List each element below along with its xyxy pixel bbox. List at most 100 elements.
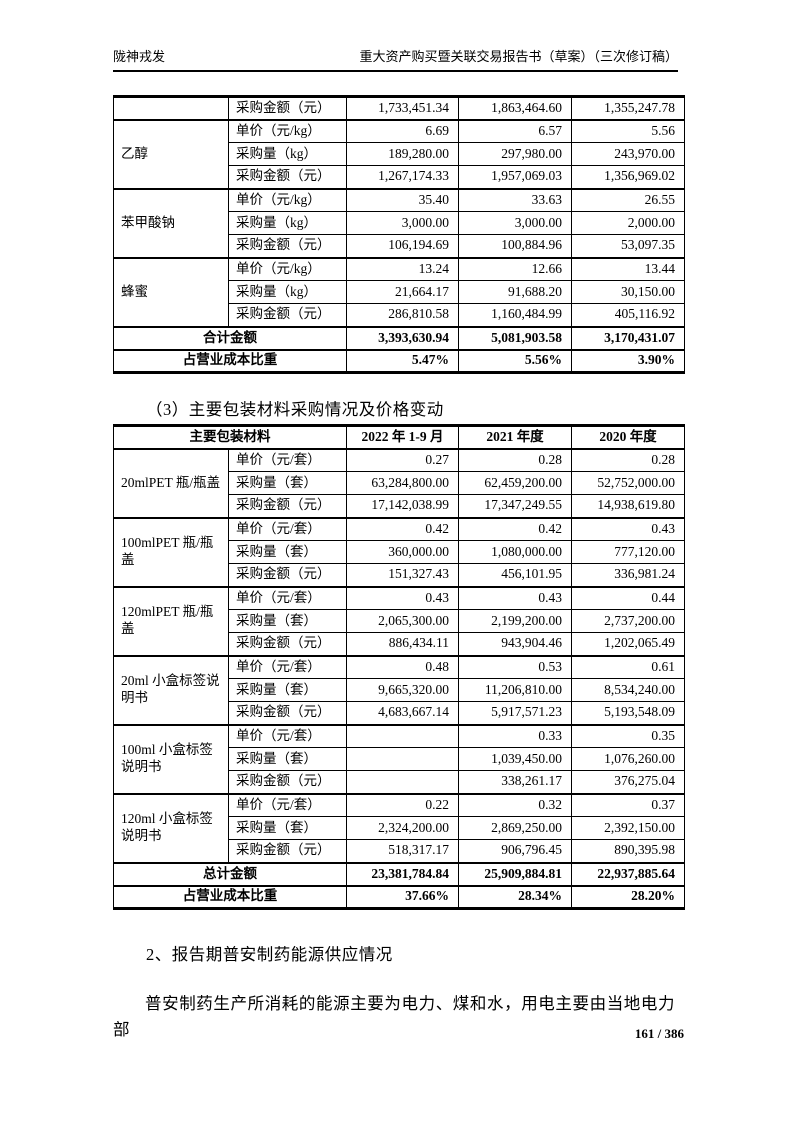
metric-label-cell: 采购量（套） — [228, 747, 347, 771]
material-cell: 苯甲酸钠 — [113, 187, 229, 258]
table-row: 采购金额（元） 17,142,038.99 17,347,249.55 14,938,… — [114, 494, 685, 518]
metric-label-cell: 采购金额（元） — [228, 234, 347, 258]
metric-label-cell: 采购量（套） — [228, 678, 347, 702]
table-total-row: 占营业成本比重 5.47% 5.56% 3.90% — [113, 348, 685, 373]
table-header-row: 主要包装材料 2022 年 1-9 月 2021 年度 2020 年度 — [113, 425, 685, 449]
value-cell: 0.22 — [346, 792, 459, 817]
value-cell: 338,261.17 — [458, 770, 572, 794]
table-row: 100ml 小盒标签说明书 单价（元/套） 0.33 0.35 — [113, 723, 685, 794]
value-cell: 906,796.45 — [458, 839, 572, 863]
metric-label-cell: 单价（元/套） — [228, 585, 347, 610]
table-total-row: 总计金额 23,381,784.84 25,909,884.81 22,937,885… — [113, 861, 685, 886]
material-cell: 20ml 小盒标签说明书 — [113, 654, 229, 725]
value-cell: 0.43 — [571, 516, 685, 541]
table-row: 蜂蜜 单价（元/kg） 13.24 12.66 13.44 — [113, 256, 685, 327]
value-cell: 456,101.95 — [458, 563, 572, 587]
section-heading: （3）主要包装材料采购情况及价格变动 — [146, 400, 444, 419]
table-total-row: 合计金额 3,393,630.94 5,081,903.58 3,170,431.07 — [113, 325, 685, 350]
table-row: 采购金额（元） 286,810.58 1,160,484.99 405,116.92 — [114, 303, 685, 327]
total-value-cell: 28.20% — [571, 884, 685, 909]
metric-label-cell: 采购量（kg） — [228, 142, 347, 166]
metric-label-cell: 采购量（kg） — [228, 211, 347, 235]
value-cell: 0.28 — [571, 447, 685, 472]
value-cell: 0.53 — [458, 654, 572, 679]
metric-label-cell: 单价（元/套） — [228, 792, 347, 817]
value-cell: 12.66 — [458, 256, 572, 281]
metric-label-cell: 单价（元/套） — [228, 516, 347, 541]
metric-label-cell: 采购金额（元） — [228, 165, 347, 189]
table-row: 120mlPET 瓶/瓶盖 单价（元/套） 0.43 0.43 0.44 — [113, 585, 685, 656]
value-cell: 2,199,200.00 — [458, 609, 572, 633]
total-label-cell: 占营业成本比重 — [113, 884, 347, 909]
value-cell: 189,280.00 — [346, 142, 459, 166]
value-cell: 17,347,249.55 — [458, 494, 572, 518]
table-row: 采购金额（元） 106,194.69 100,884.96 53,097.35 — [114, 234, 685, 258]
value-cell: 0.42 — [346, 516, 459, 541]
metric-label-cell: 采购金额（元） — [228, 839, 347, 863]
metric-label-cell: 采购量（套） — [228, 609, 347, 633]
value-cell: 13.24 — [346, 256, 459, 281]
value-cell — [346, 723, 459, 748]
value-cell: 5,193,548.09 — [571, 701, 685, 725]
total-value-cell: 5.56% — [458, 348, 572, 373]
packaging-materials-purchase-table: 主要包装材料 2022 年 1-9 月 2021 年度 2020 年度 20mlPET … — [113, 424, 685, 910]
table-row: 苯甲酸钠 单价（元/kg） 35.40 33.63 26.55 — [113, 187, 685, 258]
table-row: 20mlPET 瓶/瓶盖 单价（元/套） 0.27 0.28 0.28 — [113, 447, 685, 518]
material-cell: 蜂蜜 — [113, 256, 229, 327]
table-row: 采购金额（元） 4,683,667.14 5,917,571.23 5,193,548… — [114, 701, 685, 725]
value-cell: 2,000.00 — [571, 211, 685, 235]
value-cell: 4,683,667.14 — [346, 701, 459, 725]
table-row: 20ml 小盒标签说明书 单价（元/套） 0.48 0.53 0.61 — [113, 654, 685, 725]
value-cell: 1,267,174.33 — [346, 165, 459, 189]
value-cell: 6.57 — [458, 118, 572, 143]
table-row: 采购金额（元） 518,317.17 906,796.45 890,395.98 — [114, 839, 685, 863]
value-cell: 405,116.92 — [571, 303, 685, 327]
value-cell: 0.35 — [571, 723, 685, 748]
value-cell: 35.40 — [346, 187, 459, 212]
value-cell: 33.63 — [458, 187, 572, 212]
value-cell: 52,752,000.00 — [571, 471, 685, 495]
value-cell: 1,202,065.49 — [571, 632, 685, 656]
value-cell: 0.61 — [571, 654, 685, 679]
material-cell: 乙醇 — [113, 118, 229, 189]
value-cell: 3,000.00 — [458, 211, 572, 235]
total-value-cell: 5,081,903.58 — [458, 325, 572, 350]
value-cell: 26.55 — [571, 187, 685, 212]
value-cell: 11,206,810.00 — [458, 678, 572, 702]
metric-label-cell: 单价（元/kg） — [228, 118, 347, 143]
metric-label-cell: 采购量（套） — [228, 540, 347, 564]
table-row: 采购量（kg） 3,000.00 3,000.00 2,000.00 — [114, 211, 685, 235]
total-label-cell: 占营业成本比重 — [113, 348, 347, 373]
value-cell: 8,534,240.00 — [571, 678, 685, 702]
value-cell: 0.44 — [571, 585, 685, 610]
value-cell: 21,664.17 — [346, 280, 459, 304]
value-cell: 3,000.00 — [346, 211, 459, 235]
metric-label-cell: 采购金额（元） — [228, 96, 347, 120]
metric-label-cell: 采购金额（元） — [228, 632, 347, 656]
value-cell: 943,904.46 — [458, 632, 572, 656]
value-cell: 2,324,200.00 — [346, 816, 459, 840]
value-cell: 1,355,247.78 — [571, 96, 685, 120]
value-cell: 1,080,000.00 — [458, 540, 572, 564]
value-cell: 17,142,038.99 — [346, 494, 459, 518]
value-cell: 286,810.58 — [346, 303, 459, 327]
page-number: 161 / 386 — [634, 1026, 684, 1041]
value-cell: 886,434.11 — [346, 632, 459, 656]
metric-label-cell: 采购金额（元） — [228, 563, 347, 587]
total-value-cell: 5.47% — [346, 348, 459, 373]
total-value-cell: 3,393,630.94 — [346, 325, 459, 350]
value-cell: 2,869,250.00 — [458, 816, 572, 840]
value-cell: 0.48 — [346, 654, 459, 679]
value-cell: 1,733,451.34 — [346, 96, 459, 120]
value-cell: 30,150.00 — [571, 280, 685, 304]
metric-label-cell: 采购量（套） — [228, 816, 347, 840]
value-cell: 1,039,450.00 — [458, 747, 572, 771]
value-cell: 91,688.20 — [458, 280, 572, 304]
value-cell: 14,938,619.80 — [571, 494, 685, 518]
table-row: 采购量（kg） 189,280.00 297,980.00 243,970.00 — [114, 142, 685, 166]
value-cell — [346, 770, 459, 794]
material-cell: 120mlPET 瓶/瓶盖 — [113, 585, 229, 656]
value-cell: 9,665,320.00 — [346, 678, 459, 702]
value-cell — [346, 747, 459, 771]
